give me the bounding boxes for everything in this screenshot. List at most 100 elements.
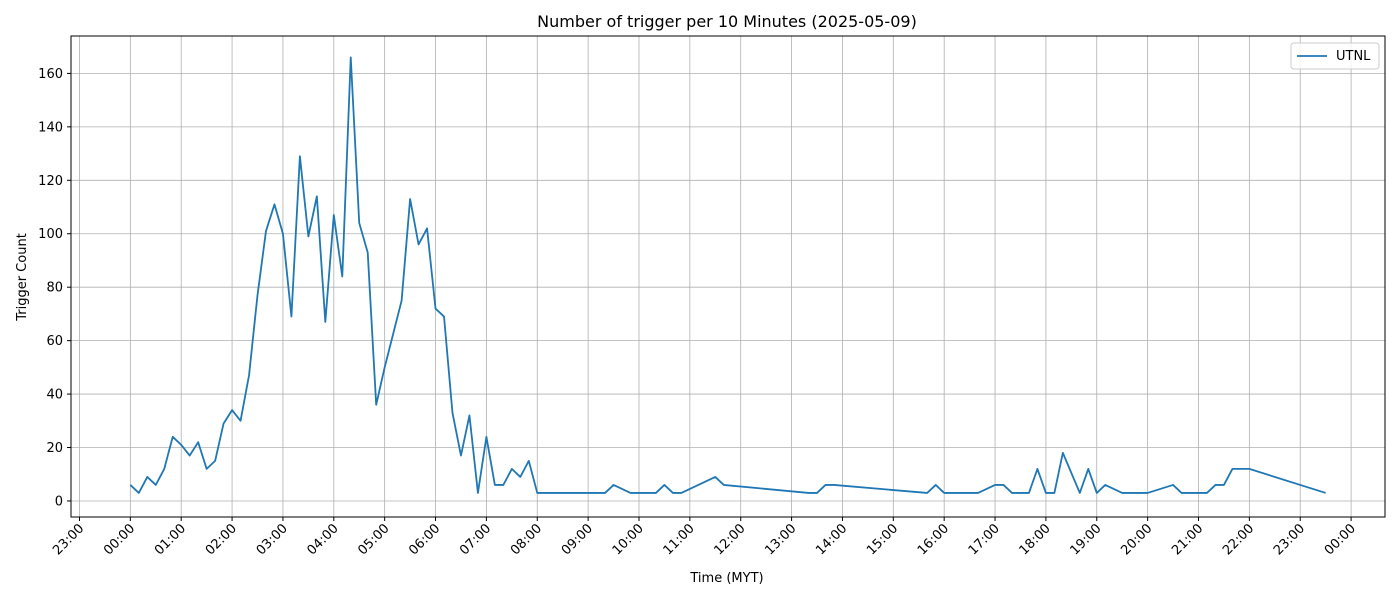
y-tick-label: 60 [46, 334, 63, 349]
data-point [450, 411, 454, 415]
data-point [1247, 467, 1251, 471]
data-point [815, 491, 819, 495]
data-point [934, 483, 938, 487]
data-point [298, 154, 302, 158]
data-point [383, 365, 387, 369]
data-point [493, 483, 497, 487]
data-point [1027, 491, 1031, 495]
y-tick-label: 40 [46, 388, 63, 403]
y-tick-label: 20 [46, 441, 63, 456]
series-line-utnl [129, 56, 1326, 494]
data-point [823, 483, 827, 487]
data-point [612, 483, 616, 487]
legend-label: UTNL [1336, 49, 1371, 64]
data-point [535, 491, 539, 495]
data-point [722, 483, 726, 487]
data-point [501, 483, 505, 487]
y-tick-label: 120 [38, 174, 63, 189]
data-point [323, 320, 327, 324]
data-point [671, 491, 675, 495]
data-point [807, 491, 811, 495]
data-point [417, 242, 421, 246]
data-point [476, 491, 480, 495]
data-point [239, 419, 243, 423]
data-point [1222, 483, 1226, 487]
data-point [374, 403, 378, 407]
data-point [408, 197, 412, 201]
data-point [603, 491, 607, 495]
data-point [213, 459, 217, 463]
data-point [1171, 483, 1175, 487]
data-point [1052, 491, 1056, 495]
data-point [366, 250, 370, 254]
data-point [679, 491, 683, 495]
data-point [442, 315, 446, 319]
plot-area [70, 35, 1386, 518]
data-point [179, 443, 183, 447]
data-point [1044, 491, 1048, 495]
data-point [942, 491, 946, 495]
y-axis: 0 20 40 60 80 100 120 140 160 [38, 67, 71, 509]
data-point [315, 194, 319, 198]
data-point [832, 483, 836, 487]
data-point [1078, 491, 1082, 495]
data-point [510, 467, 514, 471]
data-point [1213, 483, 1217, 487]
data-point [1035, 467, 1039, 471]
data-point [1230, 467, 1234, 471]
data-point [654, 491, 658, 495]
data-point [400, 299, 404, 303]
data-point [256, 293, 260, 297]
data-point [1086, 467, 1090, 471]
data-point [434, 307, 438, 311]
y-tick-label: 0 [55, 494, 63, 509]
data-point [222, 421, 226, 425]
data-point [264, 229, 268, 233]
data-point [1103, 483, 1107, 487]
data-point [188, 454, 192, 458]
data-point [154, 483, 158, 487]
data-point [1095, 491, 1099, 495]
data-point [230, 408, 234, 412]
data-point [713, 475, 717, 479]
data-point [1146, 491, 1150, 495]
data-point [349, 55, 353, 59]
data-point [1180, 491, 1184, 495]
data-point [1120, 491, 1124, 495]
data-point [332, 213, 336, 217]
data-point [281, 232, 285, 236]
data-point [196, 440, 200, 444]
data-point [1205, 491, 1209, 495]
data-point [993, 483, 997, 487]
data-point [425, 226, 429, 230]
data-point [1010, 491, 1014, 495]
data-point [162, 467, 166, 471]
data-point [484, 435, 488, 439]
data-point [518, 475, 522, 479]
legend: UTNL [1290, 42, 1380, 70]
data-point [467, 413, 471, 417]
y-tick-label: 80 [46, 281, 63, 296]
data-point [137, 491, 141, 495]
data-point [1061, 451, 1065, 455]
data-point [340, 275, 344, 279]
grid [71, 36, 1385, 517]
y-axis-label: Trigger Count [15, 233, 30, 322]
y-tick-label: 140 [38, 120, 63, 135]
data-point [247, 373, 251, 377]
y-tick-label: 160 [38, 67, 63, 82]
legend-box [1290, 42, 1380, 70]
data-point [272, 202, 276, 206]
data-point [976, 491, 980, 495]
data-point [527, 459, 531, 463]
data-point [662, 483, 666, 487]
data-point [145, 475, 149, 479]
data-point [357, 221, 361, 225]
data-point [289, 315, 293, 319]
data-point [459, 454, 463, 458]
data-point [951, 491, 955, 495]
chart-title: Number of trigger per 10 Minutes (2025-0… [537, 12, 917, 31]
data-point [1324, 491, 1328, 495]
